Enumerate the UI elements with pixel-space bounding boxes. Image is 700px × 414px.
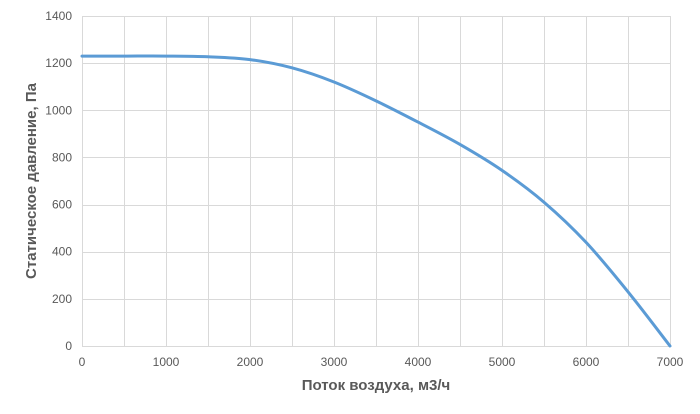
gridlines [82,16,671,347]
series-line [80,54,672,348]
x-tick-label: 6000 [573,355,600,369]
y-tick-label: 1200 [45,56,72,70]
y-tick-label: 1400 [45,9,72,23]
x-tick-label: 2000 [237,355,264,369]
x-tick-label: 5000 [489,355,516,369]
x-axis-ticks: 0 1000 2000 3000 4000 5000 6000 7000 [79,355,684,369]
y-tick-label: 600 [52,198,72,212]
x-tick-label: 0 [79,355,86,369]
x-tick-label: 4000 [405,355,432,369]
y-tick-label: 0 [65,339,72,353]
y-tick-label: 400 [52,245,72,259]
y-axis-title: Статическое давление, Па [23,82,40,279]
y-tick-label: 800 [52,150,72,164]
y-tick-label: 1000 [45,103,72,117]
x-axis-title: Поток воздуха, м3/ч [302,377,451,394]
series-layer [80,54,672,348]
x-tick-label: 7000 [657,355,684,369]
y-tick-label: 200 [52,292,72,306]
x-tick-label: 1000 [153,355,180,369]
x-tick-label: 3000 [321,355,348,369]
y-axis-ticks: 0 200 400 600 800 1000 1200 1400 [45,9,72,353]
